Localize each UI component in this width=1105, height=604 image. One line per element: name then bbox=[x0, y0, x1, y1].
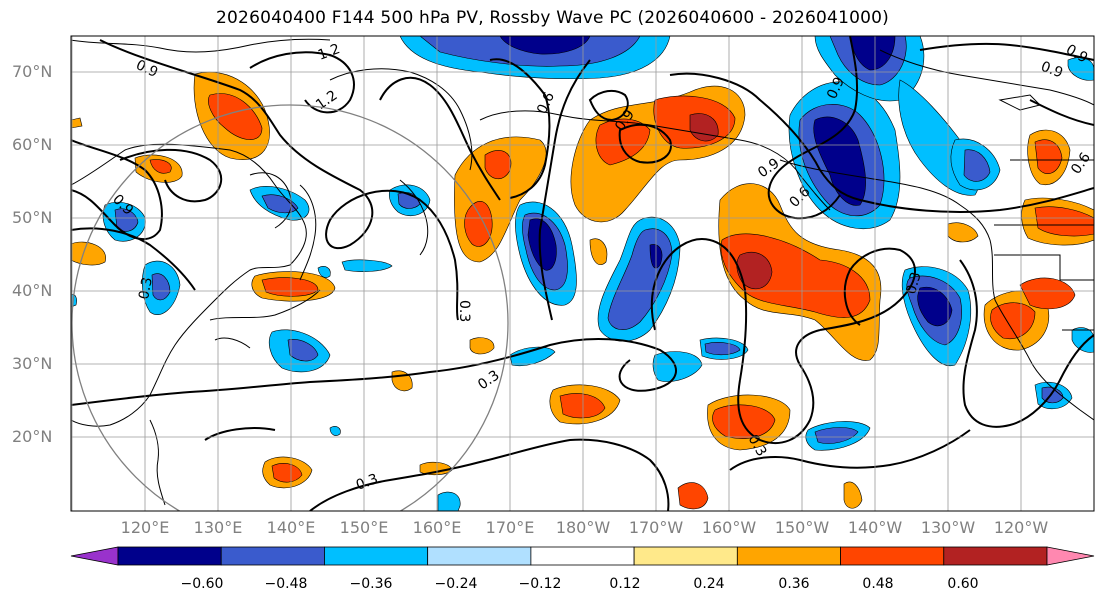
colorbar-segment bbox=[530, 546, 635, 566]
contour-label: 0.3 bbox=[136, 276, 156, 301]
contour-label: 0.9 bbox=[1039, 59, 1065, 82]
lon-label-180w: 180°W bbox=[555, 518, 611, 537]
colorbar-segment bbox=[220, 546, 325, 566]
colorbar-segment bbox=[943, 546, 1048, 566]
lon-label-160e: 160°E bbox=[412, 518, 462, 537]
map-frame bbox=[70, 35, 1095, 512]
colorbar-tick-label: −0.48 bbox=[264, 576, 308, 592]
colorbar-tick-label: 0.60 bbox=[947, 576, 979, 592]
contour-label: 1.2 bbox=[316, 41, 342, 64]
colorbar bbox=[70, 546, 1095, 566]
lon-label-140w: 140°W bbox=[847, 518, 903, 537]
contour-label: 0.3 bbox=[354, 471, 380, 494]
colorbar-tick-label: 0.24 bbox=[693, 576, 725, 592]
lon-label-130e: 130°E bbox=[193, 518, 243, 537]
pv-contours bbox=[71, 36, 1094, 511]
colorbar-tick-label: −0.60 bbox=[180, 576, 224, 592]
lat-label-70n: 70°N bbox=[12, 62, 53, 81]
graticule bbox=[71, 36, 1094, 511]
lon-label-140e: 140°E bbox=[266, 518, 316, 537]
colorbar-segment bbox=[324, 546, 429, 566]
lat-label-20n: 20°N bbox=[12, 427, 53, 446]
region-circle bbox=[71, 104, 509, 511]
colorbar-segment bbox=[736, 546, 841, 566]
contour-label: 0.3 bbox=[903, 270, 924, 296]
contour-label: 0.3 bbox=[456, 300, 472, 322]
lat-label-60n: 60°N bbox=[12, 135, 53, 154]
colorbar-extend-min bbox=[70, 546, 119, 566]
lon-label-170w: 170°W bbox=[628, 518, 684, 537]
lon-label-120e: 120°E bbox=[120, 518, 170, 537]
colorbar-extend-max bbox=[1046, 546, 1095, 566]
lon-label-150e: 150°E bbox=[339, 518, 389, 537]
lon-label-150w: 150°W bbox=[774, 518, 830, 537]
colorbar-tick-label: 0.48 bbox=[862, 576, 894, 592]
colorbar-tick-label: −0.24 bbox=[434, 576, 478, 592]
colorbar-segment bbox=[117, 546, 222, 566]
lon-label-160w: 160°W bbox=[701, 518, 757, 537]
lon-label-120w: 120°W bbox=[993, 518, 1049, 537]
colorbar-tick-label: −0.12 bbox=[518, 576, 562, 592]
colorbar-segment bbox=[633, 546, 738, 566]
lon-label-170e: 170°E bbox=[485, 518, 535, 537]
lat-label-50n: 50°N bbox=[12, 208, 53, 227]
colorbar-segment bbox=[427, 546, 532, 566]
lon-label-130w: 130°W bbox=[920, 518, 976, 537]
lat-label-30n: 30°N bbox=[12, 354, 53, 373]
colorbar-tick-label: −0.36 bbox=[349, 576, 393, 592]
colorbar-segment bbox=[840, 546, 945, 566]
colorbar-tick-label: 0.36 bbox=[778, 576, 810, 592]
map-field: 0.9 1.2 1.2 0.6 0.9 0.9 0.9 0.9 0.6 0.6 … bbox=[71, 36, 1094, 511]
map-title: 2026040400 F144 500 hPa PV, Rossby Wave … bbox=[216, 8, 889, 28]
lat-label-40n: 40°N bbox=[12, 281, 53, 300]
colorbar-tick-label: 0.12 bbox=[609, 576, 641, 592]
negative-anomaly-shading bbox=[71, 36, 1094, 511]
